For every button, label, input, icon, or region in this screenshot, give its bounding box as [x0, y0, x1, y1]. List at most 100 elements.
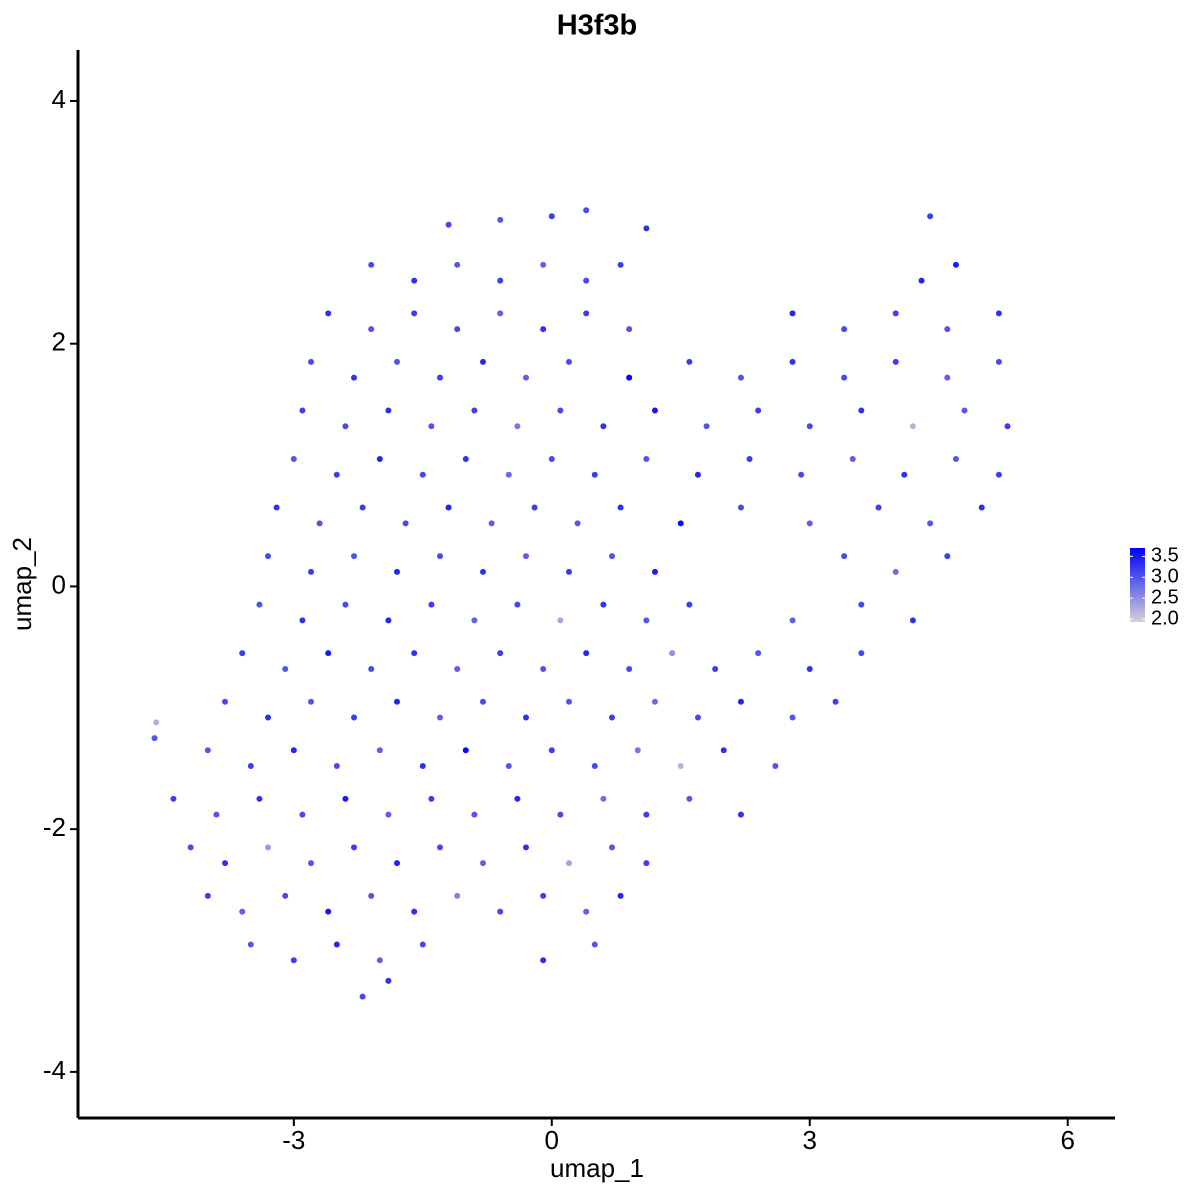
- point: [282, 892, 289, 899]
- color-bar: [1130, 548, 1145, 622]
- point: [677, 763, 684, 770]
- color-bar-label: 3.5: [1151, 545, 1179, 567]
- x-tick-label: 0: [545, 1125, 559, 1155]
- point: [789, 714, 796, 721]
- point: [419, 763, 426, 770]
- point: [282, 665, 289, 672]
- point: [299, 407, 306, 414]
- point: [548, 455, 555, 462]
- point: [806, 423, 813, 430]
- point: [394, 358, 401, 365]
- point: [694, 714, 701, 721]
- point: [583, 650, 590, 657]
- point: [565, 698, 572, 705]
- point: [299, 811, 306, 818]
- point: [858, 601, 865, 608]
- point: [308, 358, 315, 365]
- chart-title: H3f3b: [557, 10, 638, 42]
- point: [608, 844, 615, 851]
- point: [789, 310, 796, 317]
- point: [376, 747, 383, 754]
- point: [522, 374, 529, 381]
- point: [772, 763, 779, 770]
- point: [247, 941, 254, 948]
- point: [342, 601, 349, 608]
- point: [222, 860, 229, 867]
- point: [428, 601, 435, 608]
- x-tick-label: 3: [803, 1125, 817, 1155]
- point: [617, 261, 624, 268]
- point: [643, 860, 650, 867]
- point: [540, 326, 547, 333]
- point: [875, 504, 882, 511]
- point: [333, 941, 340, 948]
- point: [385, 811, 392, 818]
- point: [608, 714, 615, 721]
- point: [333, 471, 340, 478]
- point: [591, 763, 598, 770]
- point: [505, 471, 512, 478]
- point: [755, 407, 762, 414]
- point: [454, 665, 461, 672]
- point: [1004, 423, 1011, 430]
- point: [479, 568, 486, 575]
- point: [677, 520, 684, 527]
- point: [755, 650, 762, 657]
- point: [385, 617, 392, 624]
- point: [351, 374, 358, 381]
- point: [643, 617, 650, 624]
- point: [600, 601, 607, 608]
- point: [308, 698, 315, 705]
- point: [746, 455, 753, 462]
- point: [299, 617, 306, 624]
- point: [256, 795, 263, 802]
- point: [265, 844, 272, 851]
- point: [479, 860, 486, 867]
- point: [471, 407, 478, 414]
- point: [565, 568, 572, 575]
- point: [497, 310, 504, 317]
- point: [359, 993, 366, 1000]
- point: [497, 216, 504, 223]
- point: [454, 892, 461, 899]
- point: [849, 455, 856, 462]
- color-bar-label: 3.0: [1151, 566, 1179, 588]
- point: [479, 358, 486, 365]
- point: [892, 310, 899, 317]
- point: [961, 407, 968, 414]
- point: [944, 553, 951, 560]
- point: [462, 747, 469, 754]
- point: [385, 977, 392, 984]
- point: [944, 326, 951, 333]
- point: [522, 714, 529, 721]
- point: [402, 520, 409, 527]
- point: [694, 471, 701, 478]
- point: [789, 617, 796, 624]
- point: [497, 277, 504, 284]
- point: [737, 811, 744, 818]
- point: [952, 455, 959, 462]
- point: [617, 892, 624, 899]
- point: [368, 326, 375, 333]
- x-tick-label: 6: [1060, 1125, 1074, 1155]
- point: [841, 374, 848, 381]
- point: [497, 650, 504, 657]
- point: [290, 455, 297, 462]
- point: [308, 860, 315, 867]
- point: [858, 407, 865, 414]
- point: [247, 763, 254, 770]
- point: [411, 650, 418, 657]
- point: [170, 795, 177, 802]
- point: [325, 908, 332, 915]
- y-tick-label: -4: [43, 1055, 66, 1085]
- point: [591, 941, 598, 948]
- point: [368, 665, 375, 672]
- point: [411, 277, 418, 284]
- point: [927, 213, 934, 220]
- point: [927, 520, 934, 527]
- y-tick-label: 0: [52, 569, 66, 599]
- point: [608, 553, 615, 560]
- point: [540, 665, 547, 672]
- point: [385, 407, 392, 414]
- point: [565, 358, 572, 365]
